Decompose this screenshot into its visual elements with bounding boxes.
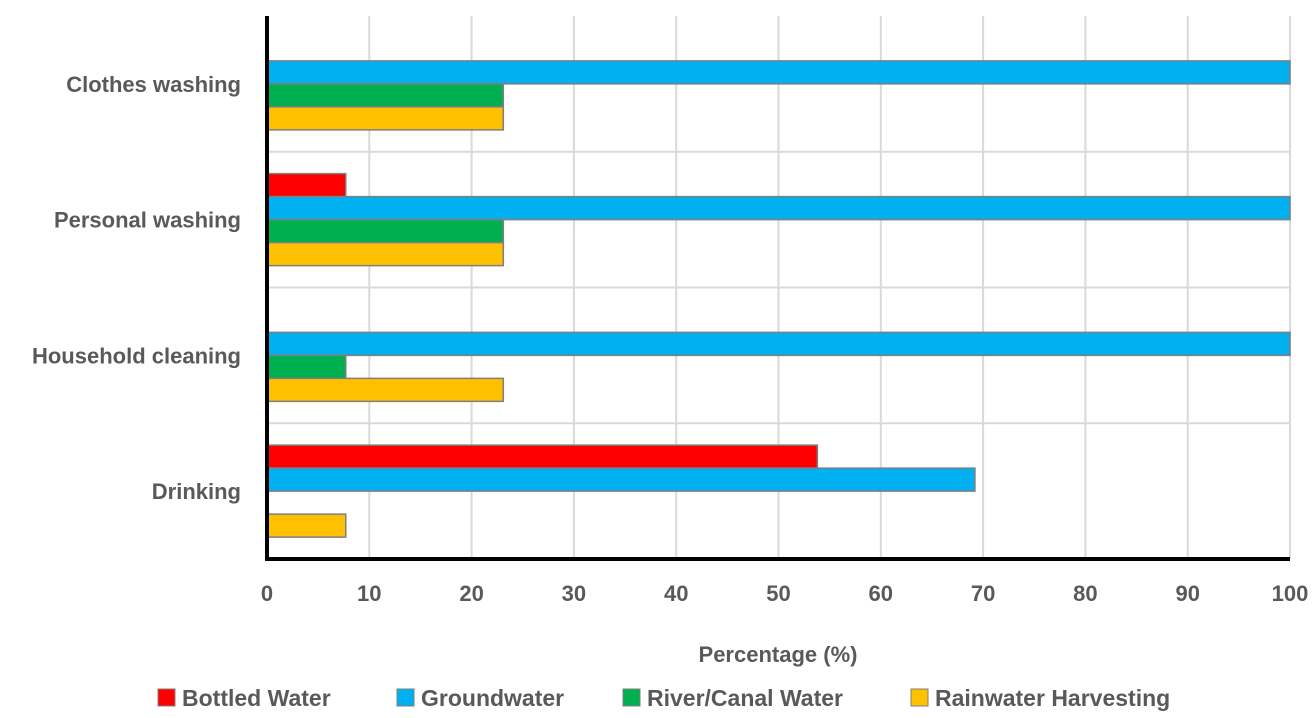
x-tick-labels: 0 10 20 30 40 50 60 70 80 90 100: [261, 581, 1308, 606]
bar-river-canal-water-personal-washing: [266, 218, 505, 244]
axes: [265, 16, 1290, 561]
x-tick-label: 50: [766, 581, 790, 606]
legend: Bottled Water Groundwater River/Canal Wate…: [157, 685, 1170, 711]
bar-groundwater-clothes-washing: [266, 60, 1291, 85]
legend-swatch: [396, 688, 415, 707]
bar-rainwater-harvesting-household-cleaning: [266, 377, 505, 403]
legend-label: Bottled Water: [182, 685, 331, 711]
x-axis-title: Percentage (%): [699, 642, 858, 667]
gridlines: [267, 16, 1291, 559]
bar-river-canal-water-household-cleaning: [266, 354, 347, 380]
bar-rainwater-harvesting-personal-washing: [266, 241, 505, 267]
category-labels: Clothes washing Personal washing Household…: [32, 72, 241, 504]
bar-groundwater-personal-washing: [266, 195, 1291, 221]
legend-label: Rainwater Harvesting: [935, 685, 1170, 711]
bar-rainwater-harvesting-drinking: [266, 513, 347, 538]
bar-bottled-water-drinking: [266, 444, 819, 469]
x-tick-label: 20: [459, 581, 483, 606]
x-tick-label: 90: [1175, 581, 1199, 606]
x-tick-label: 60: [869, 581, 893, 606]
category-label: Household cleaning: [32, 343, 241, 368]
x-tick-label: 70: [971, 581, 995, 606]
legend-swatch: [622, 688, 641, 707]
x-tick-label: 10: [357, 581, 381, 606]
x-tick-label: 80: [1073, 581, 1097, 606]
bar-river-canal-water-clothes-washing: [266, 83, 505, 108]
bar-groundwater-household-cleaning: [266, 331, 1291, 357]
category-label: Drinking: [152, 479, 241, 504]
legend-swatch: [910, 688, 929, 707]
legend-label: River/Canal Water: [647, 685, 843, 711]
x-tick-label: 0: [261, 581, 273, 606]
legend-label: Groundwater: [421, 685, 564, 711]
category-label: Clothes washing: [66, 72, 241, 97]
bar-groundwater-drinking: [266, 467, 976, 492]
x-tick-label: 40: [664, 581, 688, 606]
bar-bottled-water-personal-washing: [266, 172, 347, 198]
x-tick-label: 100: [1272, 581, 1309, 606]
bar-rainwater-harvesting-clothes-washing: [266, 106, 505, 131]
bars: [266, 60, 1291, 538]
legend-swatch: [157, 688, 176, 707]
x-tick-label: 30: [562, 581, 586, 606]
category-label: Personal washing: [54, 208, 241, 233]
